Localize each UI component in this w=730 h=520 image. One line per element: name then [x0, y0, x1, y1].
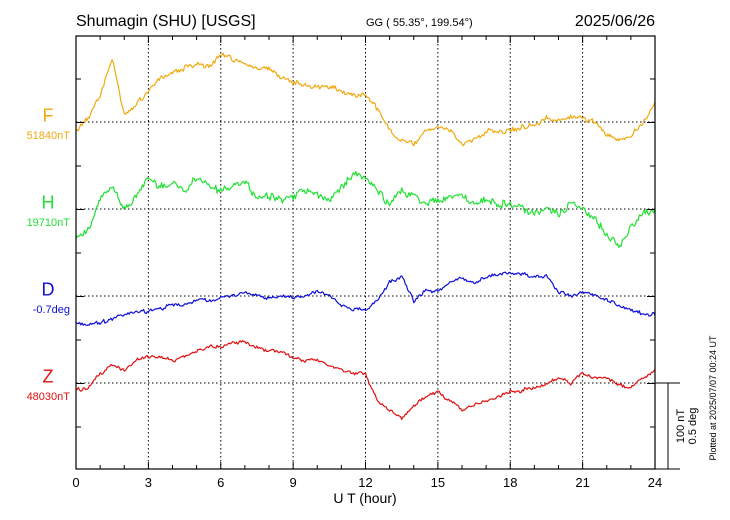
axis-ticks [75, 36, 656, 469]
x-tick-label: 15 [431, 475, 445, 490]
x-tick-label: 6 [217, 475, 224, 490]
coordinates-label: GG ( 55.35°, 199.54°) [366, 17, 473, 29]
date-label: 2025/06/26 [575, 13, 655, 30]
series-name-d: D [42, 280, 55, 300]
series-name-z: Z [43, 367, 54, 387]
series-line-f [75, 52, 656, 147]
x-tick-label: 9 [290, 475, 297, 490]
plotted-at-note: Plotted at 2025/07/07 00:24 UT [708, 335, 718, 461]
series-baseline-f: 51840nT [27, 130, 71, 142]
scale-label-deg: 0.5 deg [687, 408, 699, 445]
x-tick-label: 21 [575, 475, 589, 490]
x-tick-label: 18 [503, 475, 517, 490]
series-labels: F 51840nT H 19710nT D -0.7deg Z 48030nT [27, 106, 71, 404]
x-axis-label: U T (hour) [333, 490, 396, 506]
series-baseline-h: 19710nT [27, 217, 71, 229]
x-tick-label: 24 [648, 475, 662, 490]
scale-bar: 100 nT 0.5 deg [655, 382, 699, 470]
x-tick-label: 0 [72, 475, 79, 490]
x-tick-label: 3 [145, 475, 152, 490]
series-name-h: H [42, 193, 55, 213]
scale-label-nt: 100 nT [675, 409, 687, 444]
series-line-z [76, 340, 656, 420]
series-line-h [75, 170, 656, 249]
station-title: Shumagin (SHU) [USGS] [76, 13, 256, 30]
series-lines [75, 52, 656, 420]
x-tick-labels: 0 3 6 9 12 15 18 21 24 [72, 475, 662, 490]
x-tick-label: 12 [358, 475, 372, 490]
series-name-f: F [43, 106, 54, 126]
series-line-d [75, 271, 656, 327]
baseline-lines [76, 121, 655, 384]
series-baseline-z: 48030nT [27, 391, 71, 403]
grid-lines [147, 36, 584, 469]
series-baseline-d: -0.7deg [33, 304, 70, 316]
